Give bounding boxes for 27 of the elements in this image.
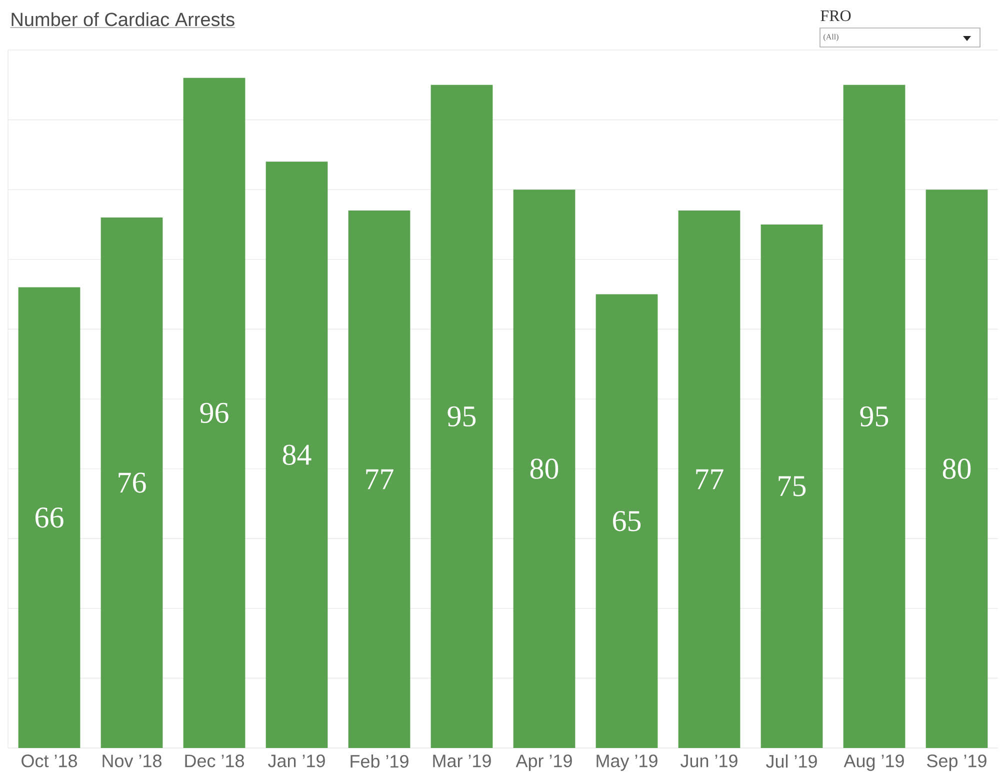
text: (All) [824,34,838,42]
x-tick-label: Apr ’19 [516,754,572,771]
data-label: 95 [860,406,888,427]
x-tick-label: Sep ’19 [927,754,986,771]
data-label: 95 [448,406,476,427]
data-label: 80 [530,458,558,479]
chart-title: Number of Cardiac Arrests [12,12,234,26]
x-tick-label: Jan ’19 [268,754,325,768]
data-label: 77 [366,469,394,490]
x-tick-label: Aug ’19 [844,754,904,771]
x-tick-label: Feb ’19 [350,754,408,768]
x-tick-label: Mar ’19 [433,754,491,768]
x-tick-label: Jul ’19 [766,754,817,768]
data-label: 76 [118,472,146,493]
x-tick-label: Nov ’18 [102,754,162,768]
data-label: 75 [778,476,806,496]
data-label: 84 [282,444,312,465]
data-label: 65 [613,511,641,532]
x-tick-label: Jun ’19 [680,754,738,768]
text: FRO [820,10,851,22]
data-label: 66 [36,508,64,528]
x-tick-label: Oct ’18 [22,754,77,768]
data-label: 96 [200,402,228,424]
x-tick-label: Dec ’18 [185,754,244,768]
x-tick-label: May ’19 [596,754,658,771]
data-label: 77 [696,469,724,490]
data-label: 80 [942,458,971,479]
